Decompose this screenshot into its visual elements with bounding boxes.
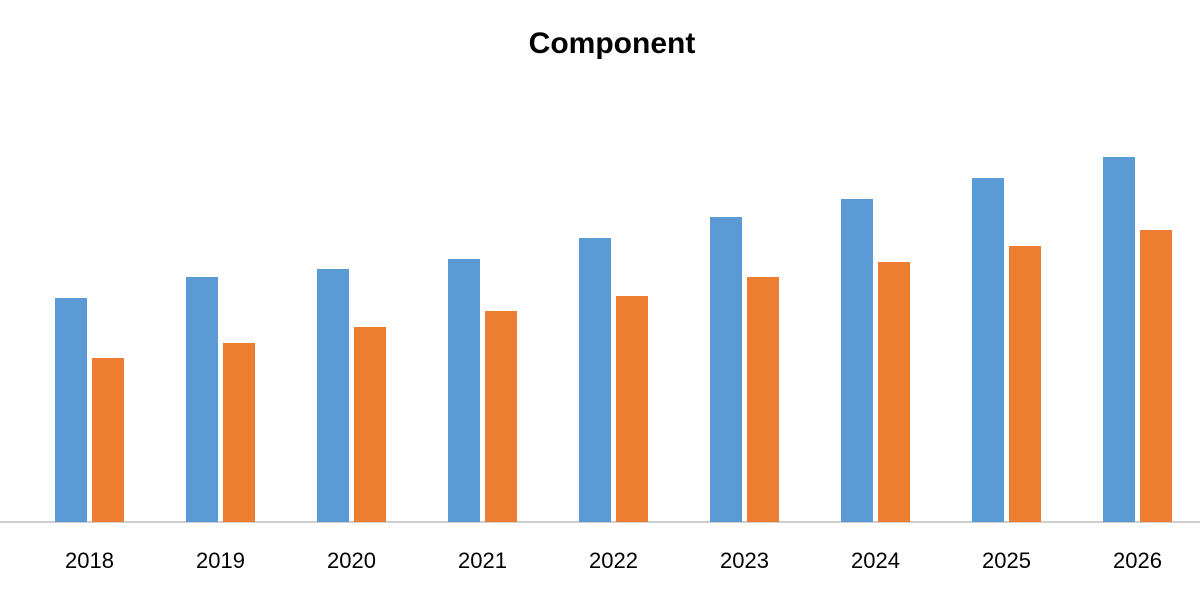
x-tick-label: 2022: [589, 548, 638, 573]
bar: [92, 358, 124, 522]
bar: [354, 327, 386, 522]
x-tick-label: 2024: [851, 548, 900, 573]
bar: [1009, 246, 1041, 522]
bar: [448, 259, 480, 522]
x-tick-label: 2019: [196, 548, 245, 573]
bar: [1103, 157, 1135, 522]
bar: [878, 262, 910, 522]
bar: [186, 277, 218, 522]
bar: [710, 217, 742, 522]
chart-title: Component: [529, 27, 696, 60]
bar: [55, 298, 87, 522]
x-tick-label: 2020: [327, 548, 376, 573]
x-tick-label: 2018: [65, 548, 114, 573]
bar: [485, 311, 517, 522]
bar: [616, 296, 648, 522]
bar: [841, 199, 873, 522]
bar: [1140, 230, 1172, 522]
x-tick-label: 2023: [720, 548, 769, 573]
x-tick-label: 2026: [1113, 548, 1162, 573]
bar: [579, 238, 611, 522]
bar: [747, 277, 779, 522]
bar: [223, 343, 255, 522]
bar: [972, 178, 1004, 522]
bar: [317, 269, 349, 522]
x-tick-label: 2025: [982, 548, 1031, 573]
x-tick-label: 2021: [458, 548, 507, 573]
